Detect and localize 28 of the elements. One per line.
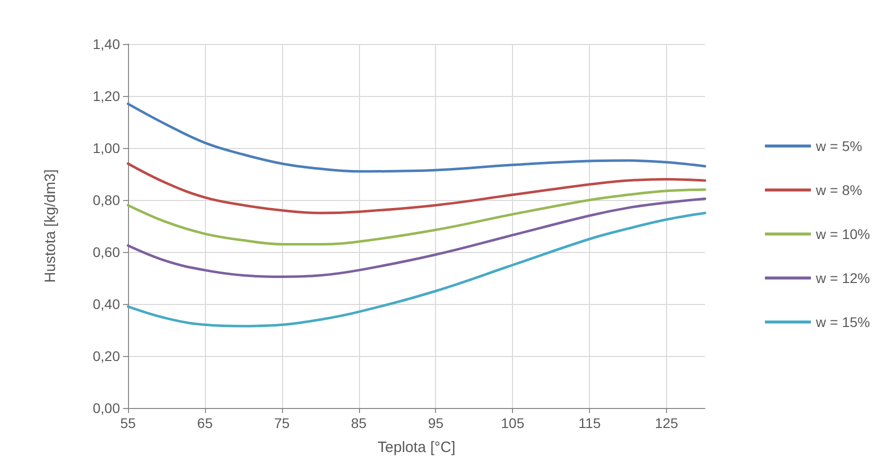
y-tick-label: 0,20 [92,348,120,364]
x-tick-label: 105 [500,415,525,431]
x-tick-label: 115 [578,415,601,431]
x-tick-label: 65 [197,415,213,431]
x-axis-title: Teplota [°C] [378,439,456,456]
line-series [126,212,706,328]
y-tick-label: 1,20 [92,88,120,104]
line-series [126,188,706,246]
x-tick-label: 85 [351,415,367,431]
y-tick-label: 0,80 [92,192,120,208]
legend-label: w = 15% [814,314,870,330]
line-series [126,162,706,214]
y-tick-label: 1,00 [92,140,120,156]
y-tick-label: 1,40 [92,36,120,52]
y-tick-label: 0,40 [92,296,120,312]
x-tick-label: 75 [274,415,290,431]
x-tick-label: 125 [654,415,678,431]
y-tick-label: 0,60 [92,244,120,260]
x-tick-label: 55 [120,415,136,431]
legend-label: w = 10% [814,226,870,242]
y-axis-title: Hustota [kg/dm3] [42,169,59,283]
legend-label: w = 5% [814,138,862,154]
legend-label: w = 8% [814,182,862,198]
line-series [126,197,706,278]
x-tick-label: 95 [428,415,444,431]
legend-label: w = 12% [814,270,870,286]
y-tick-label: 0,00 [92,400,120,416]
line-series [126,102,706,173]
